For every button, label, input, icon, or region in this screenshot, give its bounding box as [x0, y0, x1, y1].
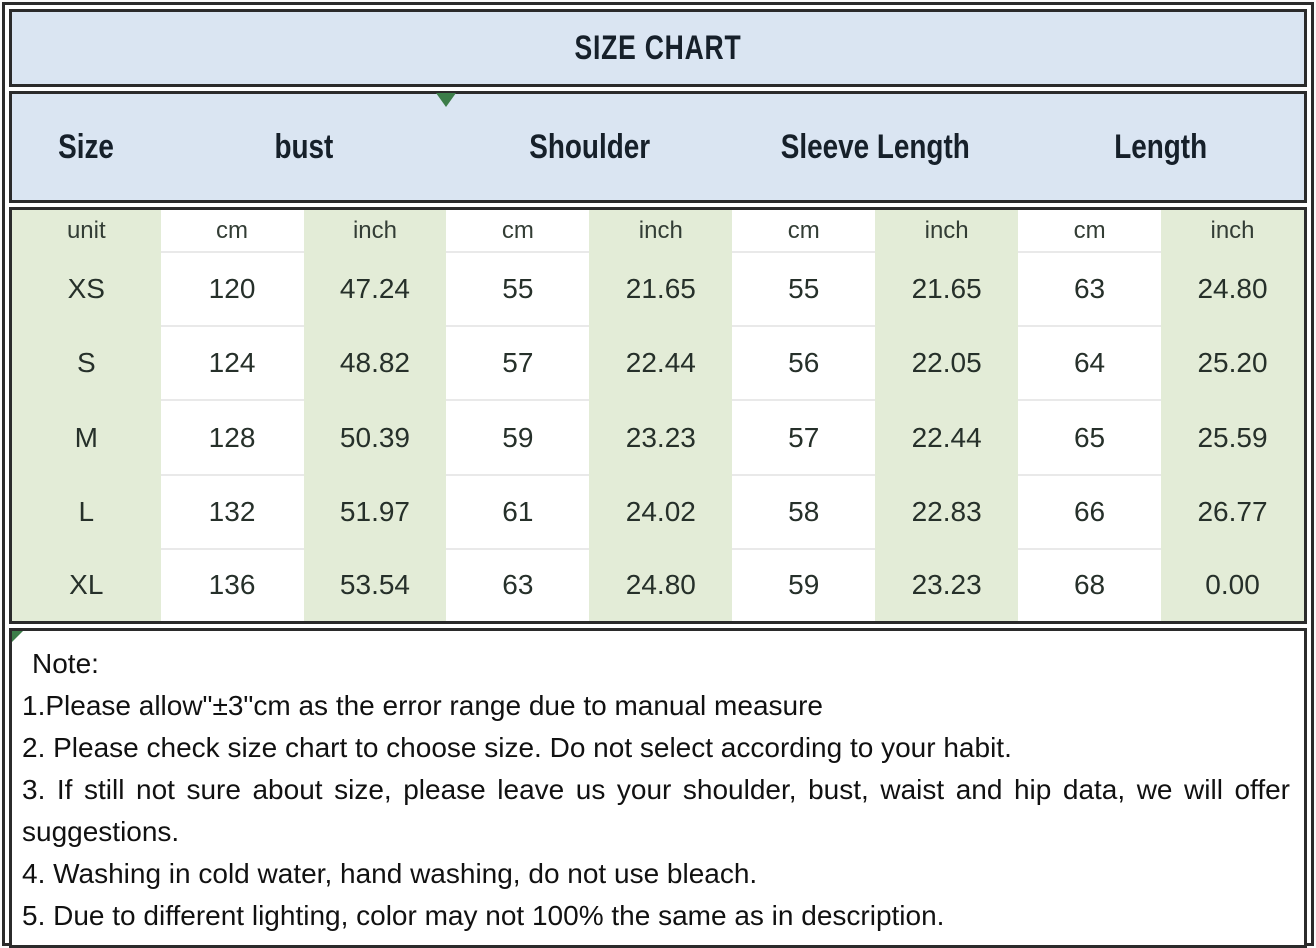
table-cell: 64: [1018, 325, 1162, 401]
table-cell: 63: [446, 547, 590, 621]
table-cell: 25.20: [1161, 326, 1304, 401]
unit-cell: cm: [1018, 210, 1162, 252]
title-bar: SIZE CHART: [9, 9, 1307, 87]
note-item-1: 1.Please allow"±3"cm as the error range …: [22, 690, 823, 721]
table-row-l: L 132 51.97 61 24.02 58 22.83 66 26.77: [12, 473, 1304, 549]
size-cell: S: [12, 326, 161, 401]
table-cell: 68: [1018, 547, 1162, 621]
table-cell: 124: [160, 325, 304, 401]
table-row-s: S 124 48.82 57 22.44 56 22.05 64 25.20: [12, 325, 1304, 401]
notes-section: Note: 1.Please allow"±3"cm as the error …: [9, 628, 1307, 948]
table-cell: 25.59: [1161, 400, 1304, 475]
table-cell: 63: [1018, 250, 1162, 327]
table-cell: 21.65: [589, 252, 733, 327]
table-cell: 22.05: [875, 326, 1019, 401]
table-cell: 24.02: [589, 474, 733, 549]
table-row-xs: XS 120 47.24 55 21.65 55 21.65 63 24.80: [12, 250, 1304, 327]
note-item-5: 5. Due to different lighting, color may …: [22, 900, 945, 931]
table-cell: 132: [160, 473, 304, 549]
size-cell: L: [12, 474, 161, 549]
page-title: SIZE CHART: [574, 28, 742, 67]
table-cell: 53.54: [303, 548, 447, 621]
table-cell: 21.65: [875, 252, 1019, 327]
table-cell: 24.80: [589, 548, 733, 621]
table-cell: 22.44: [875, 400, 1019, 475]
table-cell: 59: [446, 399, 590, 475]
size-cell: XS: [12, 252, 161, 327]
table-cell: 65: [1018, 399, 1162, 475]
unit-cell: cm: [732, 210, 876, 252]
table-cell: 51.97: [303, 474, 447, 549]
table-cell: 66: [1018, 473, 1162, 549]
unit-cell: inch: [1161, 210, 1304, 252]
unit-row: unit cm inch cm inch cm inch cm inch: [12, 210, 1304, 252]
unit-cell: inch: [303, 210, 447, 252]
table-cell: 55: [446, 250, 590, 327]
column-header-length: Length: [1114, 127, 1208, 166]
unit-cell: cm: [160, 210, 304, 252]
table-cell: 128: [160, 399, 304, 475]
unit-cell: cm: [446, 210, 590, 252]
table-cell: 24.80: [1161, 252, 1304, 327]
note-item-3: 3. If still not sure about size, please …: [22, 774, 1290, 847]
table-cell: 23.23: [589, 400, 733, 475]
table-cell: 22.44: [589, 326, 733, 401]
note-item-4: 4. Washing in cold water, hand washing, …: [22, 858, 758, 889]
table-cell: 47.24: [303, 252, 447, 327]
table-cell: 26.77: [1161, 474, 1304, 549]
table-cell: 55: [732, 250, 876, 327]
measurements-table: unit cm inch cm inch cm inch cm inch XS …: [9, 207, 1307, 624]
column-header-shoulder: Shoulder: [528, 127, 650, 166]
column-header-sleeve-length: Sleeve Length: [780, 127, 970, 166]
unit-cell: inch: [875, 210, 1019, 252]
table-cell: 50.39: [303, 400, 447, 475]
table-cell: 57: [446, 325, 590, 401]
table-cell: 0.00: [1161, 548, 1304, 621]
column-header-size: Size: [58, 127, 115, 166]
table-cell: 61: [446, 473, 590, 549]
table-cell: 58: [732, 473, 876, 549]
size-cell: XL: [12, 548, 161, 621]
table-cell: 57: [732, 399, 876, 475]
table-cell: 136: [160, 547, 304, 621]
table-cell: 22.83: [875, 474, 1019, 549]
table-row-m: M 128 50.39 59 23.23 57 22.44 65 25.59: [12, 399, 1304, 475]
table-cell: 48.82: [303, 326, 447, 401]
comment-marker-icon: [436, 93, 456, 107]
unit-label-cell: unit: [12, 210, 161, 252]
table-cell: 23.23: [875, 548, 1019, 621]
table-cell: 56: [732, 325, 876, 401]
corner-marker-icon: [12, 631, 23, 642]
size-cell: M: [12, 400, 161, 475]
table-row-xl: XL 136 53.54 63 24.80 59 23.23 68 0.00: [12, 547, 1304, 621]
column-header-row: Size bust Shoulder Sleeve Length Length: [9, 91, 1307, 203]
table-cell: 120: [160, 250, 304, 327]
size-table: unit cm inch cm inch cm inch cm inch XS …: [12, 210, 1304, 621]
table-cell: 59: [732, 547, 876, 621]
notes-heading: Note:: [32, 648, 99, 679]
unit-cell: inch: [589, 210, 733, 252]
note-item-2: 2. Please check size chart to choose siz…: [22, 732, 1012, 763]
column-header-bust: bust: [274, 127, 333, 166]
